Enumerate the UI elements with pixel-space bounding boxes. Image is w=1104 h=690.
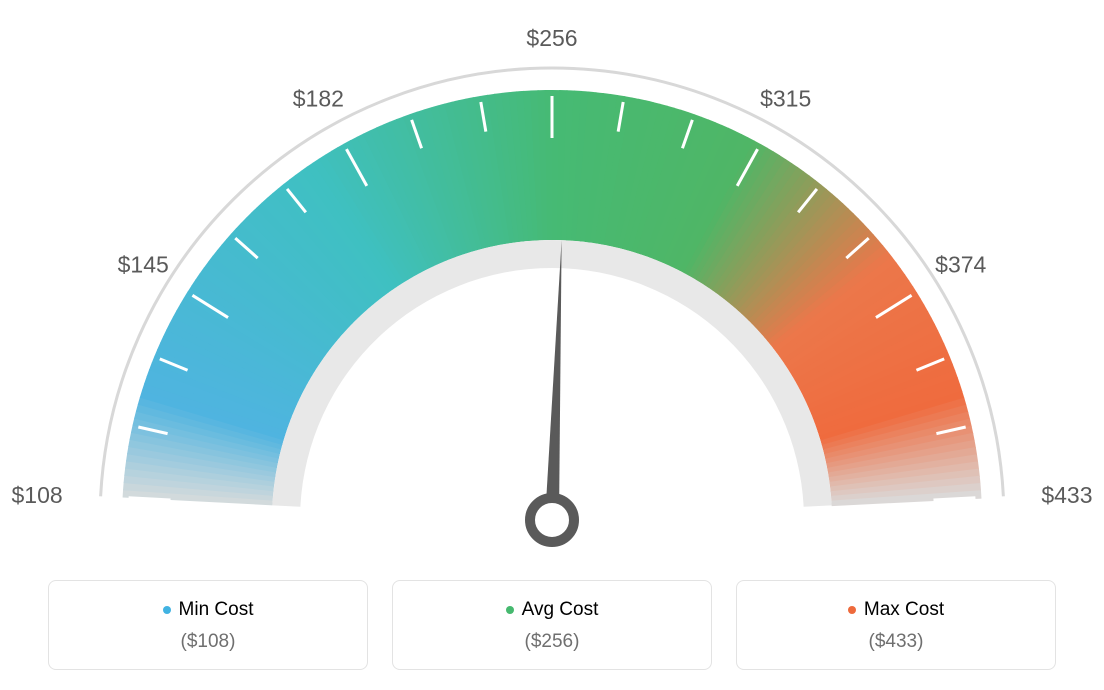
dot-icon: [163, 606, 171, 614]
cost-gauge: $108 $145 $182 $256 $315 $374 $433: [0, 0, 1104, 560]
legend-value-avg: ($256): [403, 631, 701, 653]
gauge-tick-label: $182: [293, 85, 344, 111]
legend-card-min: Min Cost ($108): [48, 580, 368, 670]
legend-label-text: Avg Cost: [522, 599, 599, 621]
gauge-tick-label: $145: [118, 252, 169, 278]
legend-label-text: Min Cost: [179, 599, 254, 621]
legend-label-max: Max Cost: [848, 599, 944, 621]
legend-value-max: ($433): [747, 631, 1045, 653]
gauge-svg: $108 $145 $182 $256 $315 $374 $433: [0, 0, 1104, 560]
gauge-needle: [545, 240, 562, 520]
gauge-tick-label: $256: [526, 25, 577, 51]
legend-label-avg: Avg Cost: [506, 599, 599, 621]
gauge-tick-label: $315: [760, 85, 811, 111]
gauge-tick-label: $433: [1041, 482, 1092, 508]
legend-label-min: Min Cost: [163, 599, 254, 621]
legend-row: Min Cost ($108) Avg Cost ($256) Max Cost…: [0, 580, 1104, 670]
gauge-tick-label: $108: [11, 482, 62, 508]
legend-card-max: Max Cost ($433): [736, 580, 1056, 670]
legend-value-min: ($108): [59, 631, 357, 653]
dot-icon: [506, 606, 514, 614]
gauge-tick-label: $374: [935, 252, 986, 278]
dot-icon: [848, 606, 856, 614]
legend-label-text: Max Cost: [864, 599, 944, 621]
gauge-needle-base: [530, 498, 574, 542]
legend-card-avg: Avg Cost ($256): [392, 580, 712, 670]
